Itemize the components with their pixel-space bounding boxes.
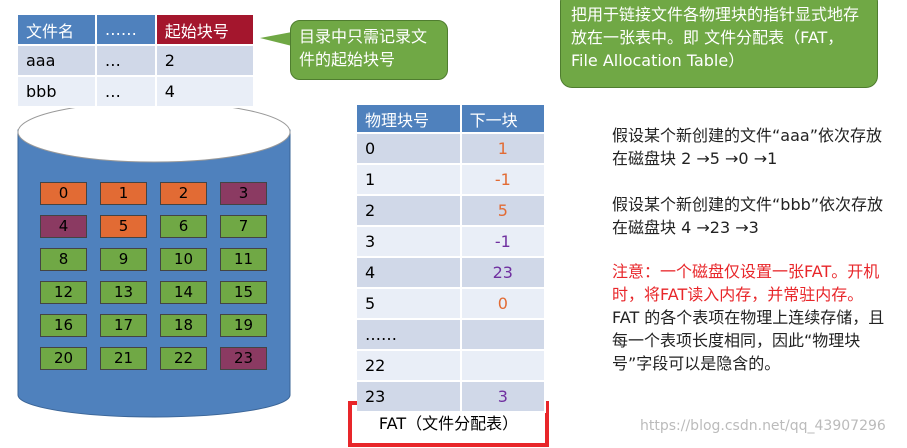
header-row: 物理块号 下一块 — [357, 105, 547, 134]
note-aaa: 假设某个新创建的文件“aaa”依次存放在磁盘块 2 →5 →0 →1 — [612, 126, 882, 168]
disk-block: 1 — [100, 182, 147, 205]
disk-block: 3 — [220, 182, 267, 205]
disk-block: 6 — [160, 215, 207, 238]
row: 22 — [357, 350, 547, 382]
note-bbb: 假设某个新创建的文件“bbb”依次存放在磁盘块 4 →23 →3 — [612, 195, 884, 237]
cell: 3 — [460, 381, 547, 413]
cell: 2 — [155, 45, 256, 77]
row: 3 -1 — [357, 226, 547, 258]
header-cell: 下一块 — [460, 105, 547, 134]
detail: FAT 的各个表项在物理上连续存储，且每一个表项长度相同，因此“物理块号”字段可… — [612, 308, 885, 373]
cell: 5 — [460, 195, 547, 227]
cell: 1 — [460, 133, 547, 165]
watermark: https://blog.csdn.net/qq_43907296 — [640, 418, 886, 434]
cell: 0 — [357, 133, 462, 165]
cell: …… — [357, 319, 462, 351]
disk-block: 7 — [220, 215, 267, 238]
row: …… — [357, 319, 547, 351]
fat-table: 物理块号 下一块 0 1 1 -1 2 5 3 -1 4 23 5 0…… 22 23 3 — [357, 105, 547, 413]
warning: 注意：一个磁盘仅设置一张FAT。开机时，将FAT读入内存，并常驻内存。 — [612, 262, 880, 304]
cell: 2 — [357, 195, 462, 227]
disk-block: 16 — [40, 314, 87, 337]
cell: 23 — [460, 257, 547, 289]
cell: 23 — [357, 381, 462, 413]
row: 4 23 — [357, 257, 547, 289]
callout: 目录中只需记录文件的起始块号 — [290, 20, 448, 80]
disk-block: 10 — [160, 248, 207, 271]
disk-block: 0 — [40, 182, 87, 205]
cell: 4 — [155, 76, 256, 108]
disk-block: 21 — [100, 347, 147, 370]
row: bbb… 4 — [18, 76, 256, 108]
disk-block: 2 — [160, 182, 207, 205]
cell: bbb — [18, 76, 97, 108]
note-fat: 注意：一个磁盘仅设置一张FAT。开机时，将FAT读入内存，并常驻内存。 FAT … — [612, 260, 887, 375]
cell: 22 — [357, 350, 462, 382]
header-cell: 起始块号 — [155, 15, 256, 46]
disk-block: 22 — [160, 347, 207, 370]
cell: 3 — [357, 226, 462, 258]
cell: … — [95, 45, 157, 77]
header-row: 文件名…… 起始块号 — [18, 15, 256, 46]
row: 23 3 — [357, 381, 547, 413]
directory-table: 文件名…… 起始块号 aaa… 2 bbb… 4 — [18, 15, 256, 108]
cell — [460, 350, 547, 382]
cell: -1 — [460, 164, 547, 196]
disk-block: 20 — [40, 347, 87, 370]
disk-block: 5 — [100, 215, 147, 238]
cell: 4 — [357, 257, 462, 289]
disk-block: 11 — [220, 248, 267, 271]
cell: -1 — [460, 226, 547, 258]
disk-body — [17, 129, 291, 418]
disk-block: 9 — [100, 248, 147, 271]
header-cell: 物理块号 — [357, 105, 462, 134]
disk-block: 23 — [220, 347, 267, 370]
cell: aaa — [18, 45, 97, 77]
cell: 5 — [357, 288, 462, 320]
row: 1 -1 — [357, 164, 547, 196]
cell: … — [95, 76, 157, 108]
disk-block: 15 — [220, 281, 267, 304]
cell: 1 — [357, 164, 462, 196]
callout-pointer — [260, 32, 292, 46]
disk-top — [17, 101, 291, 163]
header-cell: …… — [95, 15, 157, 46]
disk-block: 18 — [160, 314, 207, 337]
disk-block: 14 — [160, 281, 207, 304]
disk-block: 17 — [100, 314, 147, 337]
disk-block: 8 — [40, 248, 87, 271]
cell — [460, 319, 547, 351]
disk-block: 19 — [220, 314, 267, 337]
top-note: 把用于链接文件各物理块的指针显式地存放在一张表中。即 文件分配表（FAT，Fil… — [560, 0, 878, 88]
fat-caption: FAT（文件分配表） — [378, 414, 519, 433]
row: aaa… 2 — [18, 45, 256, 77]
disk-block: 13 — [100, 281, 147, 304]
header-cell: 文件名 — [18, 15, 97, 46]
cell: 0 — [460, 288, 547, 320]
disk-block: 4 — [40, 215, 87, 238]
disk-block: 12 — [40, 281, 87, 304]
